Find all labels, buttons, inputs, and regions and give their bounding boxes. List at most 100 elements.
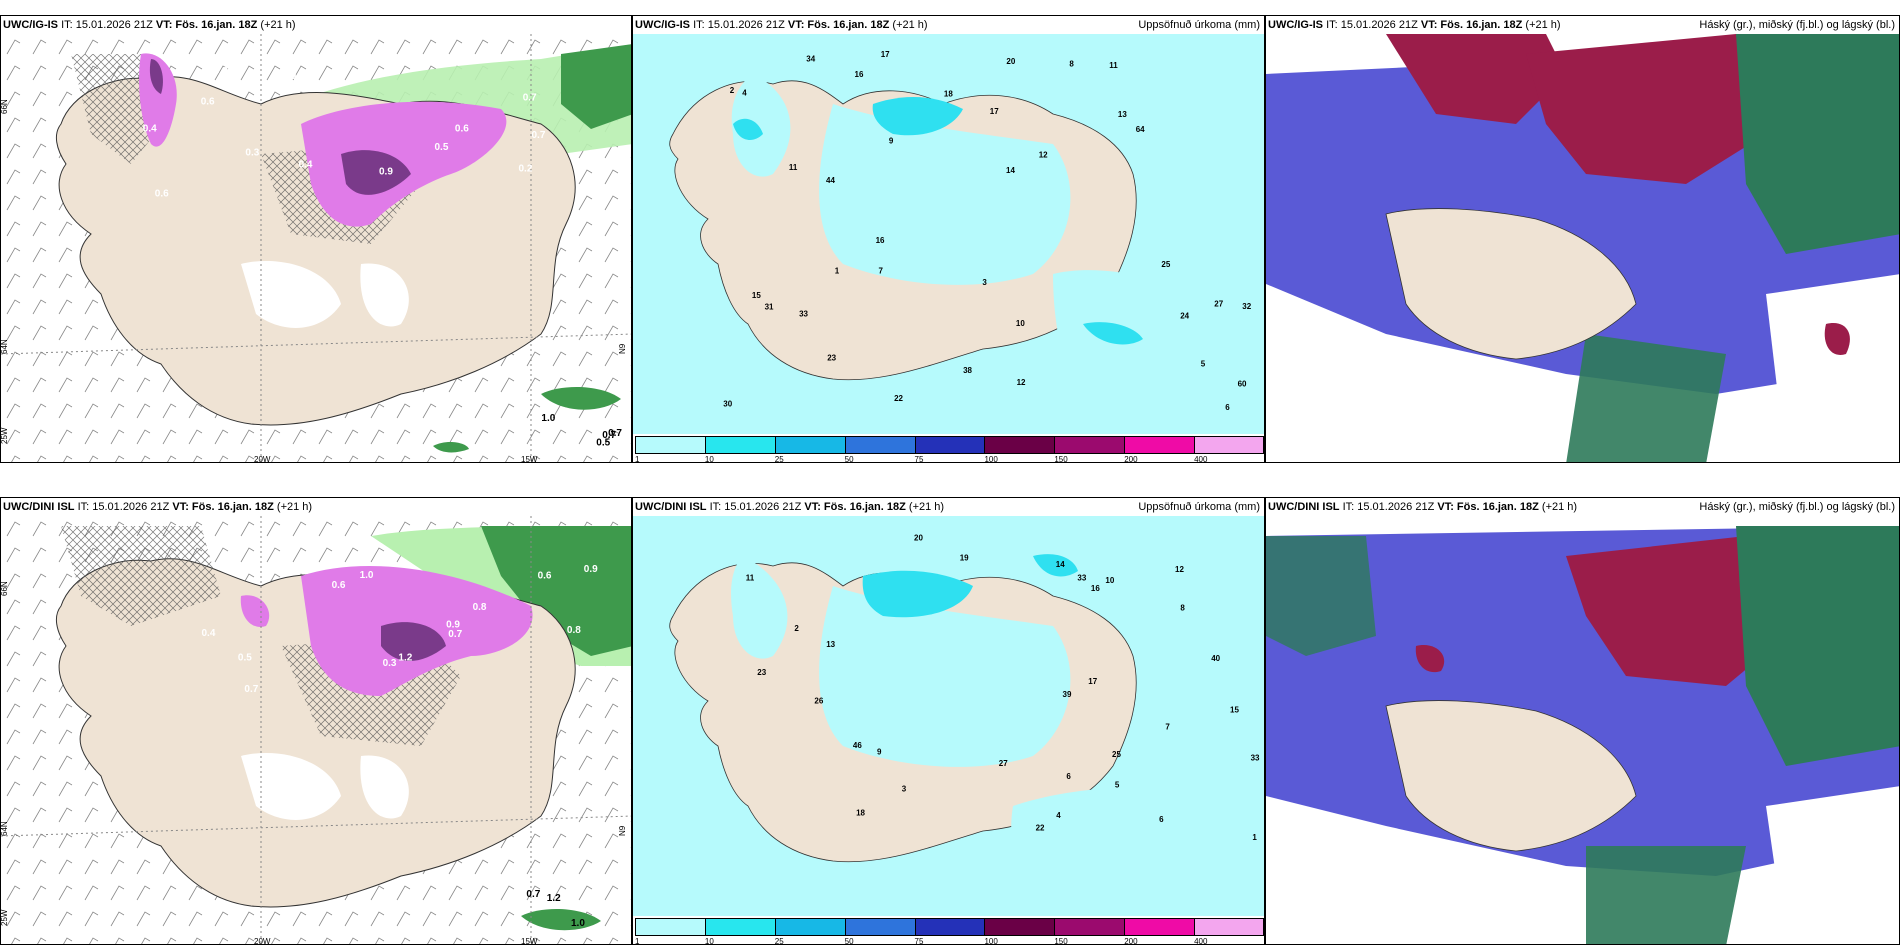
panel-header: UWC/DINI ISL IT: 15.01.2026 21Z VT: Fös.… (3, 501, 313, 513)
precip-value: 30 (723, 399, 732, 408)
panel-header: UWC/IG-IS IT: 15.01.2026 21Z VT: Fös. 16… (635, 19, 928, 31)
lat-label-64: 64N (1, 821, 9, 836)
snow-value: 0.9 (584, 564, 598, 575)
precip-value: 23 (757, 668, 766, 677)
cloud-map-row1 (1266, 34, 1899, 462)
legend-tick-label: 75 (914, 937, 924, 945)
precip-value: 14 (1056, 560, 1065, 569)
snow-value-labels: 0.60.70.9 0.80.5 0.3 1.20.40.61.00.80.70.9 (202, 564, 599, 695)
legend-ticks: 1 10 25 50 75 100 150 200 400 (635, 455, 1264, 463)
precip-value: 12 (1039, 150, 1048, 159)
snow-value: 0.9 (446, 619, 460, 630)
wind-value: 1.0 (571, 918, 585, 929)
precip-value: 11 (789, 163, 798, 172)
snow-value: 0.3 (214, 66, 228, 77)
precip-value: 33 (1251, 753, 1260, 762)
precip-value: 27 (999, 759, 1008, 768)
snow-value: 0.7 (523, 93, 537, 104)
precip-value: 8 (1069, 60, 1074, 69)
snow-map-row1: 66N 64N 25W 20W 15W N9 0.40.60.50.70.60.… (1, 34, 631, 463)
precip-value: 13 (826, 640, 835, 649)
precip-map-row1: 2391012113327314464253017346038141632231… (633, 34, 1264, 434)
precip-value: 60 (1238, 380, 1247, 389)
precip-color-legend (635, 918, 1264, 936)
legend-tick-label: 1 (635, 937, 640, 945)
snow-value: 0.6 (201, 97, 215, 108)
legend-tick-label: 10 (704, 937, 714, 945)
panel-snow-row1: UWC/IG-IS IT: 15.01.2026 21Z VT: Fös. 16… (0, 15, 632, 463)
snow-value: 0.4 (143, 123, 157, 134)
precip-value: 6 (1225, 403, 1230, 412)
snow-value: 0.6 (455, 123, 469, 134)
panel-precip-row1: UWC/IG-IS IT: 15.01.2026 21Z VT: Fös. 16… (632, 15, 1265, 463)
precip-value: 16 (1091, 584, 1100, 593)
snow-value: 0.5 (435, 142, 449, 153)
panel-header: UWC/DINI ISL IT: 15.01.2026 21Z VT: Fös.… (1268, 501, 1578, 513)
precip-value: 1 (835, 267, 840, 276)
precip-value: 19 (960, 553, 969, 562)
precip-value: 2 (794, 624, 799, 633)
precip-value-labels: 1362233263927401946182013142510982361117… (746, 534, 1260, 843)
precip-value: 25 (1112, 750, 1121, 759)
precip-value: 26 (814, 696, 823, 705)
snow-value-labels: 0.4 0.6 0.5 0.7 0.6 0.8 0.3 0.2 0.4 0.5 0.7 0.6 0.9 0… (143, 66, 546, 199)
precip-value: 4 (1056, 811, 1061, 820)
precip-value: 10 (1105, 576, 1114, 585)
snow-value: 0.7 (244, 684, 258, 695)
precip-value: 25 (1161, 260, 1170, 269)
precip-value: 38 (963, 366, 972, 375)
precip-value: 39 (1063, 690, 1072, 699)
lon-label-9: N9 (618, 343, 627, 354)
legend-swatch (844, 436, 915, 454)
panel-header: UWC/DINI ISL IT: 15.01.2026 21Z VT: Fös.… (635, 501, 945, 513)
precip-value: 34 (806, 55, 815, 64)
precip-value: 23 (827, 354, 836, 363)
snow-value: 0.4 (299, 160, 313, 171)
precip-value: 15 (752, 291, 761, 300)
lon-label-25: 25W (1, 909, 9, 926)
legend-swatch (844, 918, 915, 936)
wind-value: 1.2 (547, 893, 561, 904)
snow-value: 0.6 (155, 188, 169, 199)
snow-value: 0.5 (238, 653, 252, 664)
cloud-map-row2 (1266, 516, 1899, 944)
precip-value: 7 (879, 266, 884, 275)
legend-tick-label: 100 (984, 937, 998, 945)
precip-value: 46 (853, 741, 862, 750)
lon-label-9: N9 (618, 825, 627, 836)
legend-swatch (704, 918, 775, 936)
legend-tick-label: 1 (635, 455, 640, 463)
panel-subtitle: Háský (gr.), miðský (fj.bl.) og lágský (… (1699, 501, 1895, 513)
precip-value: 20 (1006, 57, 1015, 66)
snow-value: 0.6 (538, 571, 552, 582)
precip-value: 16 (876, 236, 885, 245)
snow-value: 0.4 (202, 628, 216, 639)
lon-label-15: 15W (521, 937, 538, 945)
legend-swatch (635, 918, 705, 936)
legend-swatch (914, 918, 985, 936)
wind-value: 0.7 (608, 428, 622, 439)
precip-value: 5 (1115, 780, 1120, 789)
wind-value-labels: 1.2 0.7 1.0 (526, 889, 585, 929)
legend-swatch (914, 436, 985, 454)
precip-value: 24 (1180, 312, 1189, 321)
legend-tick-label: 50 (844, 455, 854, 463)
panel-snow-row2: UWC/DINI ISL IT: 15.01.2026 21Z VT: Fös.… (0, 497, 632, 945)
snow-value: 0.6 (332, 580, 346, 591)
precip-value: 14 (1006, 166, 1015, 175)
precip-color-legend (635, 436, 1264, 454)
lat-label-64: 64N (1, 339, 9, 354)
legend-tick-label: 75 (914, 455, 924, 463)
lon-label-20: 20W (254, 455, 271, 463)
legend-swatch (704, 436, 775, 454)
precip-value: 3 (982, 278, 987, 287)
lon-label-15: 15W (521, 455, 538, 463)
panel-subtitle: Uppsöfnuð úrkoma (mm) (1138, 19, 1260, 31)
lat-label-66: 66N (1, 99, 9, 114)
legend-swatch (984, 918, 1055, 936)
precip-value: 9 (877, 748, 882, 757)
lon-label-20: 20W (254, 937, 271, 945)
precip-value: 8 (1180, 604, 1185, 613)
legend-swatch (1124, 918, 1194, 936)
legend-swatch (635, 436, 705, 454)
